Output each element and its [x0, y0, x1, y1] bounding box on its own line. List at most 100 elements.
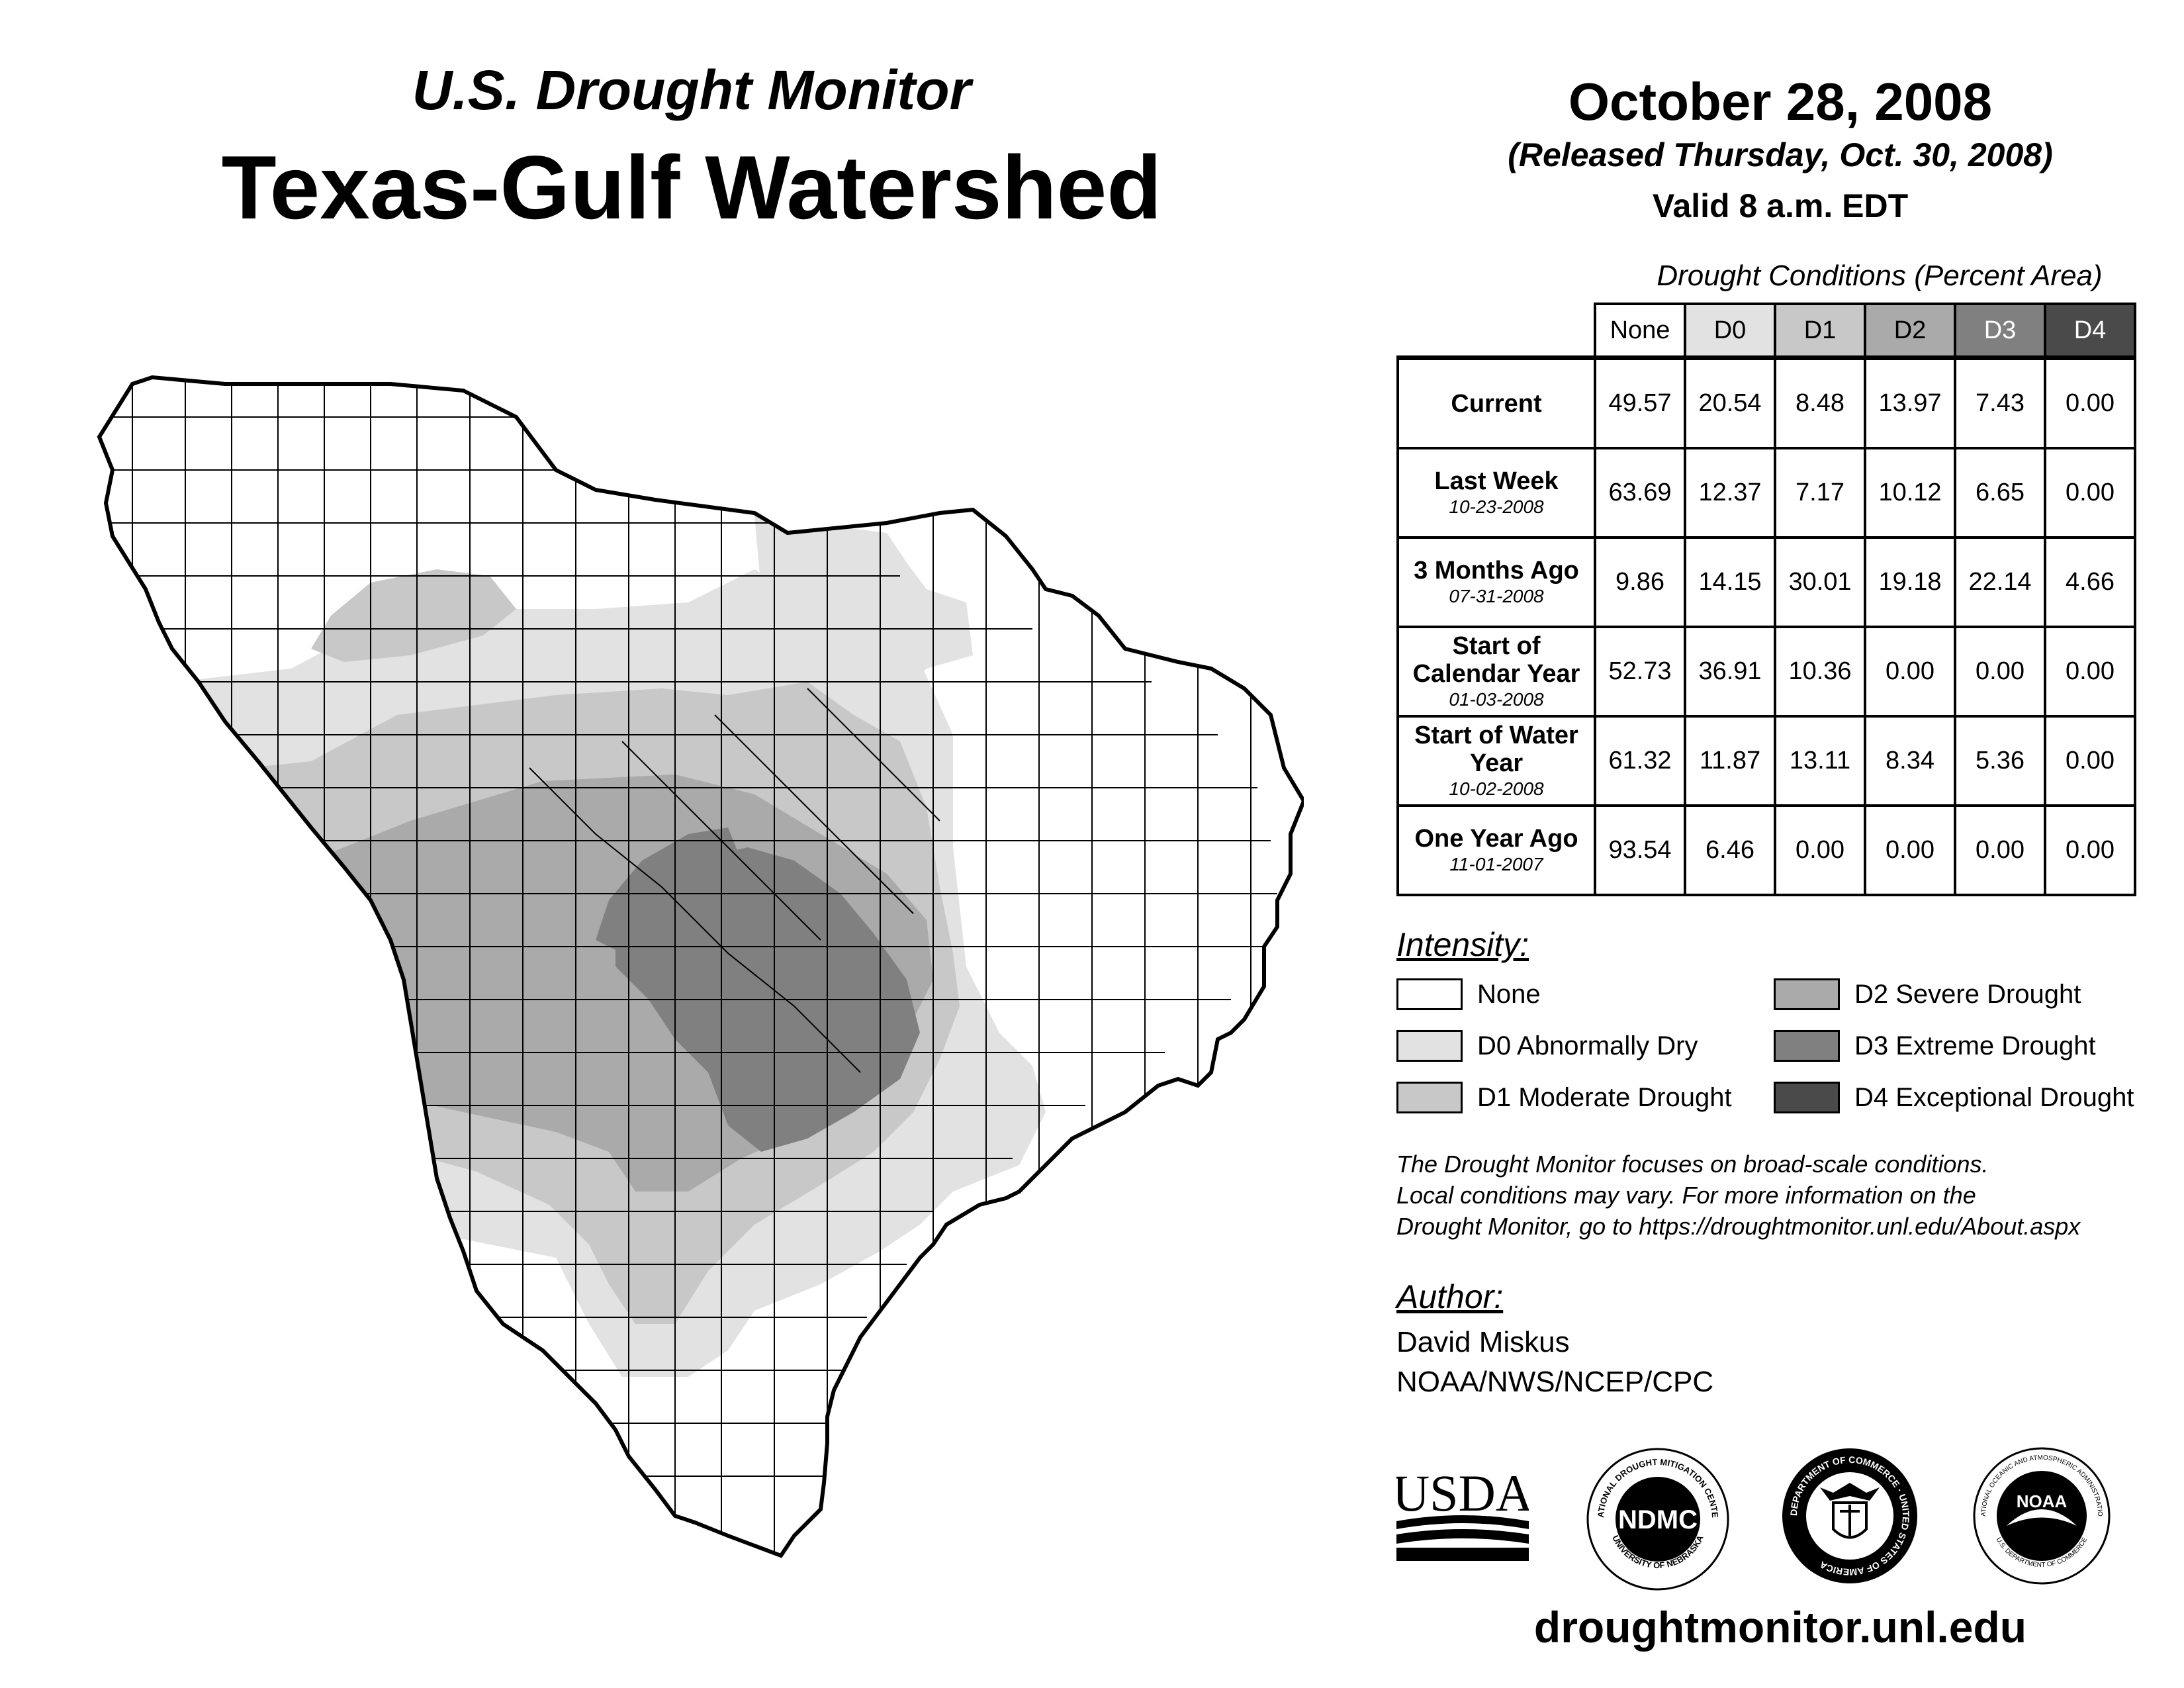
note-line: The Drought Monitor focuses on broad-sca… — [1396, 1150, 1989, 1178]
table-row: Last Week 10-23-2008 63.69 12.37 7.17 10.… — [1396, 447, 2136, 539]
table-cell: 0.00 — [1864, 626, 1956, 718]
website-url: droughtmonitor.unl.edu — [1533, 1603, 2027, 1652]
table-cell: 0.00 — [1864, 804, 1956, 896]
legend-label: None — [1477, 979, 1541, 1009]
row-label: Last Week 10-23-2008 — [1396, 447, 1596, 539]
table-row: One Year Ago 11-01-2007 93.54 6.46 0.00 0… — [1396, 804, 2136, 896]
table-cell: 20.54 — [1684, 355, 1776, 449]
author-title: Author: — [1396, 1278, 1504, 1315]
table-cell: 0.00 — [1774, 804, 1866, 896]
table-cell: 7.17 — [1774, 447, 1866, 539]
author-organization: NOAA/NWS/NCEP/CPC — [1396, 1366, 1714, 1398]
table-cell: 7.43 — [1954, 355, 2046, 449]
table-cell: 19.18 — [1864, 536, 1956, 628]
legend-item-d3: D3 Extreme Drought — [1774, 1030, 2096, 1062]
row-label-date: 07-31-2008 — [1449, 585, 1544, 606]
table-cell: 8.48 — [1774, 355, 1866, 449]
table-row: Start of Water Year 10-02-2008 61.32 11.8… — [1396, 715, 2136, 807]
row-label: Current — [1396, 355, 1596, 449]
legend-swatch — [1396, 1082, 1463, 1113]
note-line: Local conditions may vary. For more info… — [1396, 1182, 1976, 1209]
zone-d3-west — [596, 827, 741, 953]
table-cell: 9.86 — [1594, 536, 1686, 628]
column-header-none: None — [1594, 303, 1686, 359]
row-label-text: Current — [1451, 389, 1542, 418]
map-date: October 28, 2008 — [1568, 72, 1993, 131]
table-row: 3 Months Ago 07-31-2008 9.86 14.15 30.01 … — [1396, 536, 2136, 628]
table-cell: 12.37 — [1684, 447, 1776, 539]
legend-item-none: None — [1396, 978, 1541, 1010]
legend-label: D1 Moderate Drought — [1477, 1082, 1732, 1112]
row-label-text: Start of Calendar Year — [1412, 632, 1580, 688]
ndmc-logo: NATIONAL DROUGHT MITIGATION CENTER UNIVE… — [1585, 1446, 1729, 1591]
table-cell: 36.91 — [1684, 626, 1776, 718]
table-cell: 6.65 — [1954, 447, 2046, 539]
table-row: Current 49.57 20.54 8.48 13.97 7.43 0.00 — [1396, 355, 2136, 449]
row-label-date: 10-23-2008 — [1449, 496, 1544, 517]
table-cell: 0.00 — [2044, 447, 2136, 539]
legend-swatch — [1774, 1082, 1840, 1113]
legend-swatch — [1774, 978, 1840, 1010]
drought-statistics-table: None D0 D1 D2 D3 D4 Current 49.57 20.54 … — [1396, 303, 2136, 896]
zone-d1-panhandle — [311, 569, 516, 662]
table-cell: 0.00 — [2044, 804, 2136, 896]
legend-title: Intensity: — [1396, 926, 1529, 963]
table-cell: 0.00 — [1954, 626, 2046, 718]
row-label-text: One Year Ago — [1414, 824, 1578, 853]
noaa-logo-text: NOAA — [2017, 1491, 2068, 1511]
table-corner — [1398, 304, 1596, 358]
table-cell: 52.73 — [1594, 626, 1686, 718]
map-subtitle: U.S. Drought Monitor — [412, 59, 972, 121]
table-cell: 49.57 — [1594, 355, 1686, 449]
table-cell: 61.32 — [1594, 715, 1686, 807]
zone-d0-north — [754, 510, 973, 688]
map-title: Texas-Gulf Watershed — [221, 137, 1162, 238]
legend-swatch — [1774, 1030, 1840, 1062]
legend-label: D4 Exceptional Drought — [1854, 1082, 2134, 1112]
legend-item-d0: D0 Abnormally Dry — [1396, 1030, 1698, 1062]
row-label-text: Start of Water Year — [1414, 721, 1578, 777]
table-cell: 0.00 — [2044, 355, 2136, 449]
column-header-d3: D3 — [1954, 303, 2046, 359]
row-label-date: 11-01-2007 — [1449, 853, 1543, 874]
legend-label: D2 Severe Drought — [1854, 979, 2081, 1009]
legend-swatch — [1396, 1030, 1463, 1062]
usda-logo-text: USDA — [1396, 1464, 1529, 1522]
author-name: David Miskus — [1396, 1326, 1570, 1358]
table-cell: 93.54 — [1594, 804, 1686, 896]
table-cell: 11.87 — [1684, 715, 1776, 807]
table-cell: 5.36 — [1954, 715, 2046, 807]
table-cell: 30.01 — [1774, 536, 1866, 628]
legend-item-d1: D1 Moderate Drought — [1396, 1082, 1732, 1113]
row-label: One Year Ago 11-01-2007 — [1396, 804, 1596, 896]
legend-item-d2: D2 Severe Drought — [1774, 978, 2081, 1010]
table-cell: 0.00 — [2044, 626, 2136, 718]
note-line: Drought Monitor, go to https://droughtmo… — [1396, 1213, 2081, 1240]
ndmc-logo-text: NDMC — [1618, 1505, 1698, 1534]
disclaimer-note: The Drought Monitor focuses on broad-sca… — [1396, 1149, 2177, 1242]
noaa-logo: NATIONAL OCEANIC AND ATMOSPHERIC ADMINIS… — [1972, 1446, 2111, 1585]
row-label-date: 01-03-2008 — [1449, 688, 1544, 710]
table-cell: 10.36 — [1774, 626, 1866, 718]
table-cell: 14.15 — [1684, 536, 1776, 628]
table-row: Start of Calendar Year 01-03-2008 52.73 3… — [1396, 626, 2136, 718]
row-label-text: Last Week — [1434, 467, 1559, 495]
table-cell: 13.97 — [1864, 355, 1956, 449]
row-label: Start of Water Year 10-02-2008 — [1396, 715, 1596, 807]
release-date: (Released Thursday, Oct. 30, 2008) — [1508, 136, 2053, 173]
table-cell: 13.11 — [1774, 715, 1866, 807]
row-label-date: 10-02-2008 — [1449, 778, 1544, 799]
table-cell: 8.34 — [1864, 715, 1956, 807]
legend-swatch — [1396, 978, 1463, 1010]
table-cell: 63.69 — [1594, 447, 1686, 539]
table-cell: 10.12 — [1864, 447, 1956, 539]
row-label-text: 3 Months Ago — [1414, 556, 1579, 585]
row-label: 3 Months Ago 07-31-2008 — [1396, 536, 1596, 628]
legend-item-d4: D4 Exceptional Drought — [1774, 1082, 2134, 1113]
usda-logo: USDA — [1396, 1464, 1529, 1561]
column-header-d1: D1 — [1774, 303, 1866, 359]
table-cell: 0.00 — [1954, 804, 2046, 896]
watershed-map — [93, 371, 1304, 1589]
column-header-d4: D4 — [2044, 303, 2136, 359]
table-header-row: None D0 D1 D2 D3 D4 — [1398, 303, 2136, 359]
